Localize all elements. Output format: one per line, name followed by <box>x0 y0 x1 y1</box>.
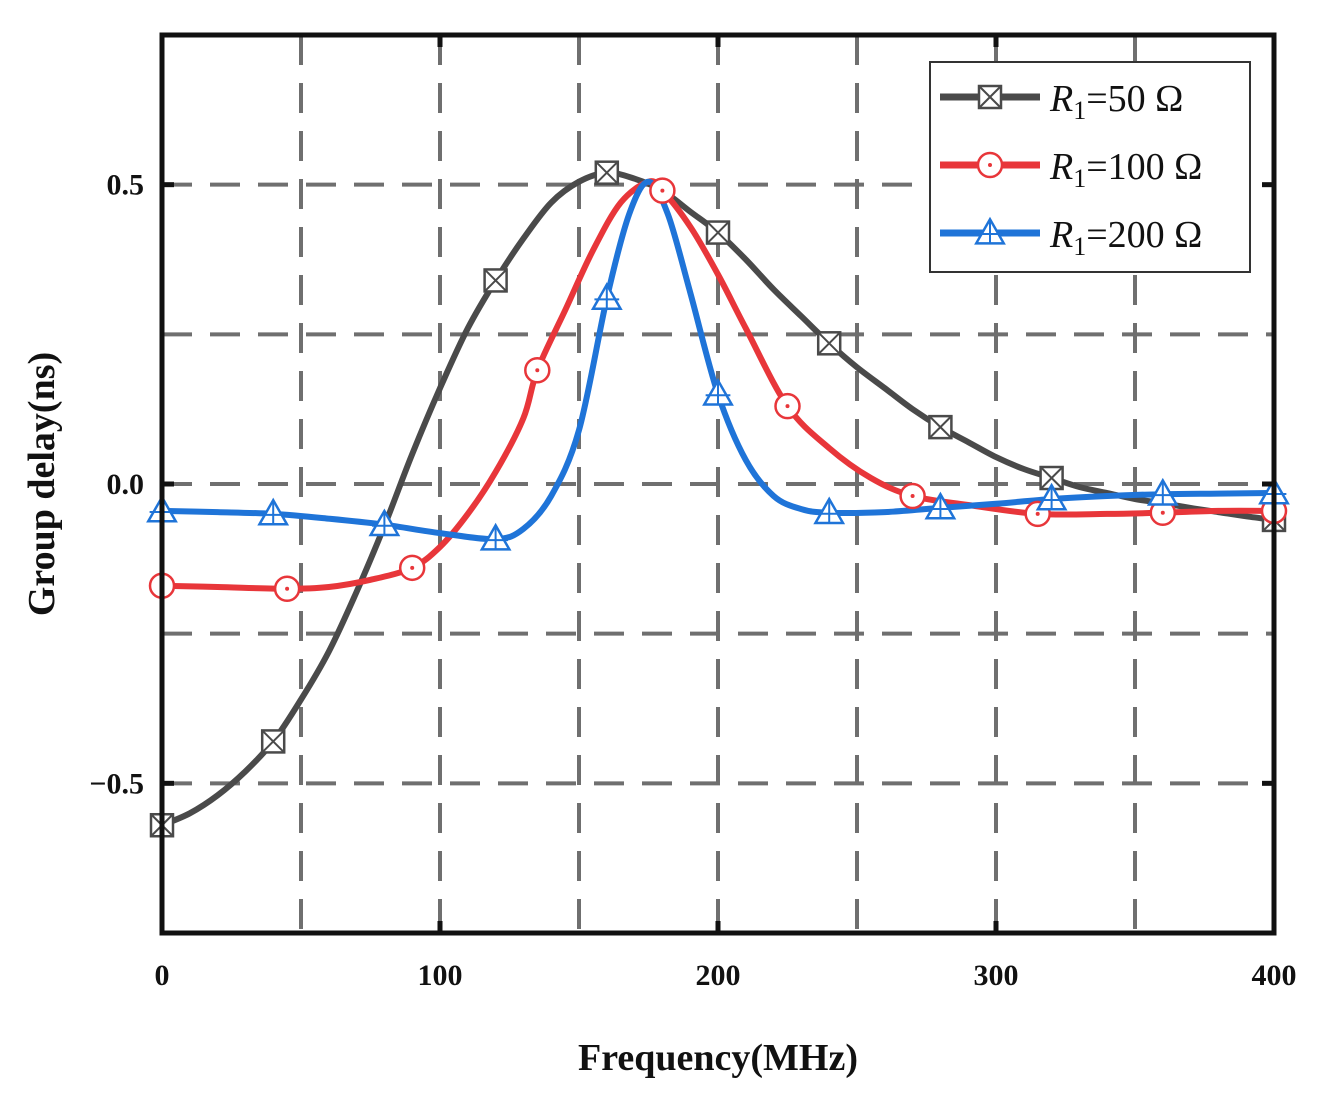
data-point-series-1 <box>594 160 620 185</box>
data-point-series-2 <box>649 177 676 204</box>
data-point-series-1 <box>260 729 286 754</box>
x-axis-title: Frequency(MHz) <box>578 1037 858 1079</box>
data-point-series-2 <box>273 575 301 603</box>
data-point-series-1 <box>483 268 508 293</box>
legend-label-2: R1=100 Ω <box>1049 146 1202 193</box>
x-tick-label: 400 <box>1252 959 1297 992</box>
legend-swatch-marker <box>977 84 1003 110</box>
y-tick-label: 0.0 <box>107 468 145 501</box>
data-point-series-3 <box>702 377 734 406</box>
legend-swatch-marker <box>974 216 1006 245</box>
data-point-series-3 <box>590 282 623 310</box>
x-tick-label: 0 <box>155 959 170 992</box>
legend-swatch-marker <box>976 151 1004 179</box>
data-point-series-1 <box>705 220 731 245</box>
data-point-series-2 <box>774 392 801 420</box>
data-point-series-2 <box>899 482 926 510</box>
data-point-series-3 <box>1035 482 1068 511</box>
data-point-series-1 <box>816 331 842 356</box>
axis-ticks: 0 100 200 300 400 −0.5 0.0 0.5 <box>89 35 1297 992</box>
x-tick-label: 100 <box>418 959 463 992</box>
data-point-series-3 <box>368 508 401 537</box>
y-tick-label: 0.5 <box>107 169 145 202</box>
legend: R1=50 Ω R1=100 Ω R1=200 Ω <box>929 61 1251 273</box>
x-tick-label: 300 <box>974 959 1019 992</box>
data-point-series-3 <box>479 522 512 551</box>
y-tick-label: −0.5 <box>89 767 144 800</box>
data-point-series-3 <box>924 491 957 520</box>
legend-label-1: R1=50 Ω <box>1049 78 1183 125</box>
series-line-3 <box>161 178 1275 543</box>
data-point-series-2 <box>524 357 551 384</box>
x-tick-label: 200 <box>696 959 741 992</box>
legend-label-3: R1=200 Ω <box>1049 214 1202 261</box>
data-point-series-1 <box>928 414 953 440</box>
data-point-series-3 <box>813 496 846 525</box>
y-axis-title: Group delay(ns) <box>21 352 63 616</box>
data-point-series-3 <box>257 497 290 526</box>
data-point-series-3 <box>1146 477 1179 506</box>
data-point-series-2 <box>398 554 426 582</box>
